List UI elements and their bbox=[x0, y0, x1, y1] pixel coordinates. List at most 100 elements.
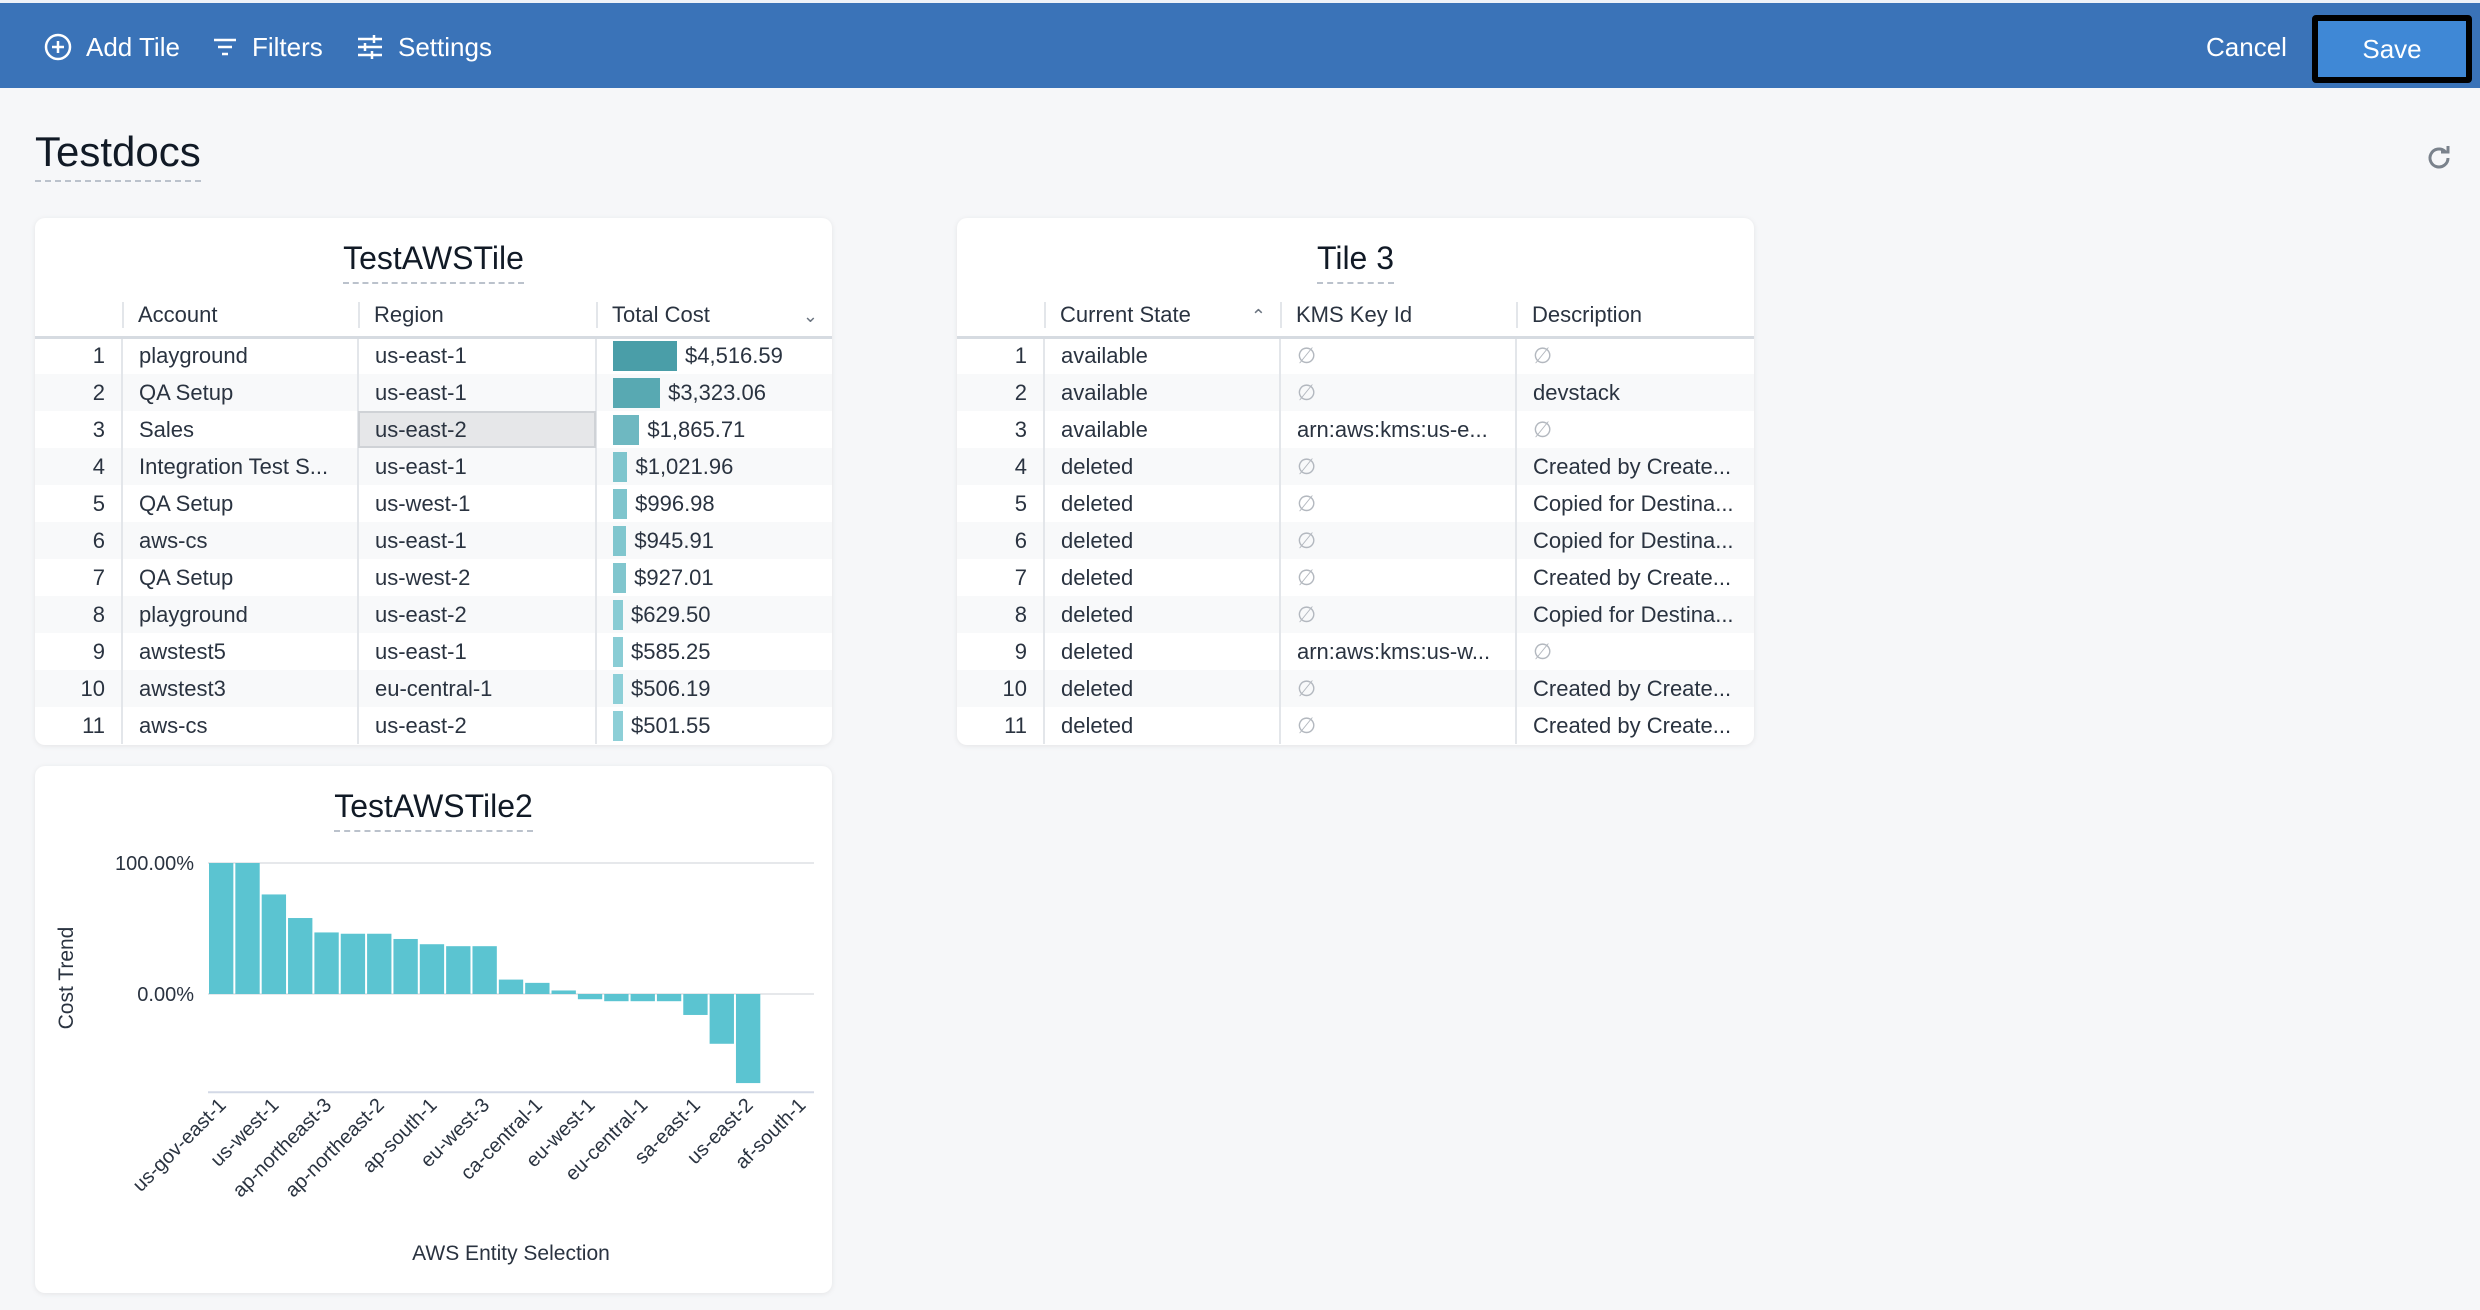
chevron-down-icon[interactable]: ⌄ bbox=[802, 306, 818, 326]
table-row[interactable]: 1 playground us-east-1 $4,516.59 bbox=[35, 337, 832, 374]
current-state-cell[interactable]: available bbox=[1043, 411, 1280, 448]
cancel-button[interactable]: Cancel bbox=[2206, 31, 2287, 62]
table-row[interactable]: 8 deleted ∅ Copied for Destina... bbox=[957, 596, 1754, 633]
account-cell[interactable]: aws-cs bbox=[121, 707, 358, 744]
account-cell[interactable]: playground bbox=[121, 337, 358, 374]
description-cell[interactable]: Created by Create... bbox=[1515, 559, 1754, 596]
table-row[interactable]: 10 awstest3 eu-central-1 $506.19 bbox=[35, 670, 832, 707]
description-cell[interactable]: devstack bbox=[1515, 374, 1754, 411]
account-cell[interactable]: Sales bbox=[121, 411, 358, 448]
column-header-kms-key-id[interactable]: KMS Key Id bbox=[1280, 294, 1516, 339]
table-row[interactable]: 1 available ∅ ∅ bbox=[957, 337, 1754, 374]
account-cell[interactable]: QA Setup bbox=[121, 374, 358, 411]
region-cell[interactable]: us-east-1 bbox=[357, 522, 596, 559]
current-state-cell[interactable]: deleted bbox=[1043, 670, 1280, 707]
total-cost-cell[interactable]: $3,323.06 bbox=[595, 374, 832, 411]
table-row[interactable]: 9 deleted arn:aws:kms:us-w... ∅ bbox=[957, 633, 1754, 670]
current-state-cell[interactable]: deleted bbox=[1043, 633, 1280, 670]
account-cell[interactable]: playground bbox=[121, 596, 358, 633]
kms-key-id-cell[interactable]: ∅ bbox=[1279, 522, 1516, 559]
current-state-cell[interactable]: available bbox=[1043, 337, 1280, 374]
current-state-cell[interactable]: deleted bbox=[1043, 485, 1280, 522]
description-cell[interactable]: Created by Create... bbox=[1515, 670, 1754, 707]
total-cost-cell[interactable]: $996.98 bbox=[595, 485, 832, 522]
region-cell[interactable]: us-east-2 bbox=[357, 411, 596, 448]
table-row[interactable]: 8 playground us-east-2 $629.50 bbox=[35, 596, 832, 633]
table-row[interactable]: 10 deleted ∅ Created by Create... bbox=[957, 670, 1754, 707]
total-cost-cell[interactable]: $585.25 bbox=[595, 633, 832, 670]
description-cell[interactable]: Copied for Destina... bbox=[1515, 522, 1754, 559]
table-row[interactable]: 2 QA Setup us-east-1 $3,323.06 bbox=[35, 374, 832, 411]
description-cell[interactable]: ∅ bbox=[1515, 411, 1754, 448]
region-cell[interactable]: us-east-1 bbox=[357, 448, 596, 485]
kms-key-id-cell[interactable]: ∅ bbox=[1279, 337, 1516, 374]
current-state-cell[interactable]: available bbox=[1043, 374, 1280, 411]
total-cost-cell[interactable]: $927.01 bbox=[595, 559, 832, 596]
total-cost-cell[interactable]: $945.91 bbox=[595, 522, 832, 559]
region-cell[interactable]: us-west-2 bbox=[357, 559, 596, 596]
column-header-region[interactable]: Region bbox=[358, 294, 596, 339]
table-row[interactable]: 3 Sales us-east-2 $1,865.71 bbox=[35, 411, 832, 448]
kms-key-id-cell[interactable]: ∅ bbox=[1279, 707, 1516, 744]
current-state-cell[interactable]: deleted bbox=[1043, 522, 1280, 559]
current-state-cell[interactable]: deleted bbox=[1043, 559, 1280, 596]
save-button[interactable]: Save bbox=[2312, 15, 2472, 83]
total-cost-cell[interactable]: $4,516.59 bbox=[595, 337, 832, 374]
tile-title[interactable]: Tile 3 bbox=[1316, 240, 1395, 284]
account-cell[interactable]: QA Setup bbox=[121, 485, 358, 522]
column-header-total-cost[interactable]: Total Cost ⌄ bbox=[596, 294, 832, 339]
table-row[interactable]: 3 available arn:aws:kms:us-e... ∅ bbox=[957, 411, 1754, 448]
total-cost-cell[interactable]: $1,865.71 bbox=[595, 411, 832, 448]
region-cell[interactable]: eu-central-1 bbox=[357, 670, 596, 707]
current-state-cell[interactable]: deleted bbox=[1043, 596, 1280, 633]
account-cell[interactable]: aws-cs bbox=[121, 522, 358, 559]
table-row[interactable]: 11 aws-cs us-east-2 $501.55 bbox=[35, 707, 832, 744]
region-cell[interactable]: us-east-2 bbox=[357, 707, 596, 744]
table-row[interactable]: 11 deleted ∅ Created by Create... bbox=[957, 707, 1754, 744]
settings-button[interactable]: Settings bbox=[356, 3, 492, 91]
kms-key-id-cell[interactable]: arn:aws:kms:us-e... bbox=[1279, 411, 1516, 448]
kms-key-id-cell[interactable]: ∅ bbox=[1279, 485, 1516, 522]
total-cost-cell[interactable]: $629.50 bbox=[595, 596, 832, 633]
column-header-account[interactable]: Account bbox=[122, 294, 358, 339]
account-cell[interactable]: awstest5 bbox=[121, 633, 358, 670]
kms-key-id-cell[interactable]: ∅ bbox=[1279, 596, 1516, 633]
chart-title[interactable]: TestAWSTile2 bbox=[334, 788, 533, 832]
kms-key-id-cell[interactable]: ∅ bbox=[1279, 374, 1516, 411]
description-cell[interactable]: Created by Create... bbox=[1515, 707, 1754, 744]
column-header-current-state[interactable]: Current State ⌃ bbox=[1044, 294, 1280, 339]
region-cell[interactable]: us-east-1 bbox=[357, 337, 596, 374]
kms-key-id-cell[interactable]: ∅ bbox=[1279, 670, 1516, 707]
kms-key-id-cell[interactable]: arn:aws:kms:us-w... bbox=[1279, 633, 1516, 670]
page-title[interactable]: Testdocs bbox=[35, 128, 201, 182]
description-cell[interactable]: ∅ bbox=[1515, 337, 1754, 374]
total-cost-cell[interactable]: $1,021.96 bbox=[595, 448, 832, 485]
table-row[interactable]: 9 awstest5 us-east-1 $585.25 bbox=[35, 633, 832, 670]
kms-key-id-cell[interactable]: ∅ bbox=[1279, 559, 1516, 596]
current-state-cell[interactable]: deleted bbox=[1043, 448, 1280, 485]
description-cell[interactable]: Copied for Destina... bbox=[1515, 596, 1754, 633]
account-cell[interactable]: QA Setup bbox=[121, 559, 358, 596]
filters-button[interactable]: Filters bbox=[212, 3, 323, 91]
region-cell[interactable]: us-east-1 bbox=[357, 633, 596, 670]
table-row[interactable]: 6 aws-cs us-east-1 $945.91 bbox=[35, 522, 832, 559]
table-row[interactable]: 4 deleted ∅ Created by Create... bbox=[957, 448, 1754, 485]
account-cell[interactable]: Integration Test S... bbox=[121, 448, 358, 485]
region-cell[interactable]: us-west-1 bbox=[357, 485, 596, 522]
tile-title[interactable]: TestAWSTile bbox=[343, 240, 524, 284]
kms-key-id-cell[interactable]: ∅ bbox=[1279, 448, 1516, 485]
region-cell[interactable]: us-east-1 bbox=[357, 374, 596, 411]
table-row[interactable]: 5 deleted ∅ Copied for Destina... bbox=[957, 485, 1754, 522]
column-header-description[interactable]: Description bbox=[1516, 294, 1754, 339]
table-row[interactable]: 7 QA Setup us-west-2 $927.01 bbox=[35, 559, 832, 596]
total-cost-cell[interactable]: $506.19 bbox=[595, 670, 832, 707]
total-cost-cell[interactable]: $501.55 bbox=[595, 707, 832, 744]
description-cell[interactable]: ∅ bbox=[1515, 633, 1754, 670]
current-state-cell[interactable]: deleted bbox=[1043, 707, 1280, 744]
refresh-icon[interactable] bbox=[2424, 143, 2454, 173]
chevron-up-icon[interactable]: ⌃ bbox=[1250, 306, 1266, 326]
table-row[interactable]: 4 Integration Test S... us-east-1 $1,021… bbox=[35, 448, 832, 485]
region-cell[interactable]: us-east-2 bbox=[357, 596, 596, 633]
add-tile-button[interactable]: Add Tile bbox=[44, 3, 180, 91]
description-cell[interactable]: Created by Create... bbox=[1515, 448, 1754, 485]
